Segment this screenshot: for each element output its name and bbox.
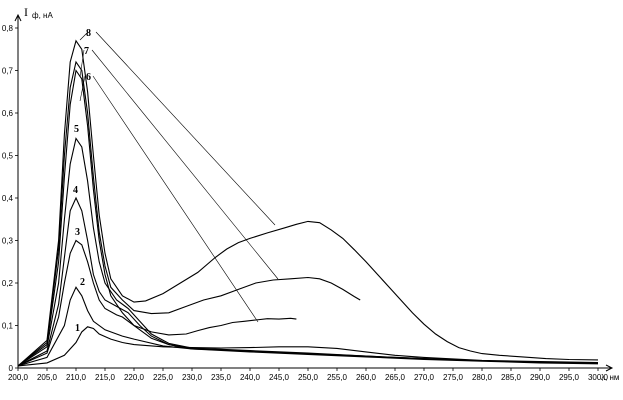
x-tick-label: 260,0 <box>356 373 377 382</box>
curve-label-8: 8 <box>86 28 91 39</box>
leader-tick-6 <box>79 75 86 102</box>
leader-line-6 <box>92 75 259 323</box>
x-tick-label: 255,0 <box>327 373 348 382</box>
curve-label-7: 7 <box>84 46 89 57</box>
x-tick-label: 245,0 <box>269 373 290 382</box>
curve-8 <box>17 39 599 367</box>
leader-lines <box>79 31 279 323</box>
y-axis-arrow <box>14 13 22 22</box>
x-tick-label: 215,0 <box>95 373 116 382</box>
x-tick-label: 290,0 <box>530 373 551 382</box>
leader-line-7 <box>91 49 279 280</box>
y-tick-label: 0 <box>9 364 14 373</box>
curve-7 <box>17 60 361 367</box>
curve-label-1: 1 <box>75 323 80 334</box>
y-tick-label: 0,5 <box>2 152 14 161</box>
leader-line-8 <box>95 31 276 226</box>
curve-6 <box>17 69 297 367</box>
curves <box>17 39 599 367</box>
x-tick-label: 295,0 <box>559 373 580 382</box>
ticks: 200,0 205,0 210,0 215,0 220,0 225,0 230,0 235,0… <box>2 24 609 382</box>
y-tick-label: 0,1 <box>2 322 14 331</box>
axes <box>14 13 614 372</box>
y-axis-title: I <box>24 5 28 19</box>
y-tick-label: 0,3 <box>2 237 14 246</box>
curve-labels: 1 2 3 4 5 6 7 8 <box>73 28 91 334</box>
x-tick-label: 225,0 <box>153 373 174 382</box>
curve-label-6: 6 <box>86 72 91 83</box>
curve-label-5: 5 <box>74 124 79 135</box>
y-tick-label: 0,8 <box>2 24 14 33</box>
x-tick-label: 265,0 <box>385 373 406 382</box>
curve-label-2: 2 <box>80 277 85 288</box>
x-tick-label: 205,0 <box>37 373 58 382</box>
x-tick-label: 250,0 <box>298 373 319 382</box>
x-tick-label: 240,0 <box>240 373 261 382</box>
x-axis-title: λ, нм <box>601 373 619 382</box>
x-tick-label: 230,0 <box>182 373 203 382</box>
curve-1 <box>17 326 599 367</box>
curve-label-3: 3 <box>75 227 80 238</box>
x-tick-label: 210,0 <box>66 373 87 382</box>
x-tick-label: 235,0 <box>211 373 232 382</box>
curve-label-4: 4 <box>73 185 78 196</box>
x-tick-label: 270,0 <box>414 373 435 382</box>
y-tick-label: 0,4 <box>2 194 14 203</box>
leader-tick-8 <box>79 31 89 41</box>
x-tick-label: 280,0 <box>472 373 493 382</box>
x-tick-label: 300,0 <box>588 373 609 382</box>
y-tick-label: 0,6 <box>2 109 14 118</box>
x-axis-arrow <box>605 364 614 372</box>
y-axis-title-sub: ф, нА <box>32 11 53 20</box>
x-tick-label: 275,0 <box>443 373 464 382</box>
y-tick-label: 0,2 <box>2 279 14 288</box>
x-tick-label: 220,0 <box>124 373 145 382</box>
leader-tick-7 <box>79 49 85 78</box>
x-tick-label: 285,0 <box>501 373 522 382</box>
x-tick-label: 200,0 <box>8 373 29 382</box>
curve-5 <box>17 137 599 367</box>
y-tick-label: 0,7 <box>2 67 14 76</box>
